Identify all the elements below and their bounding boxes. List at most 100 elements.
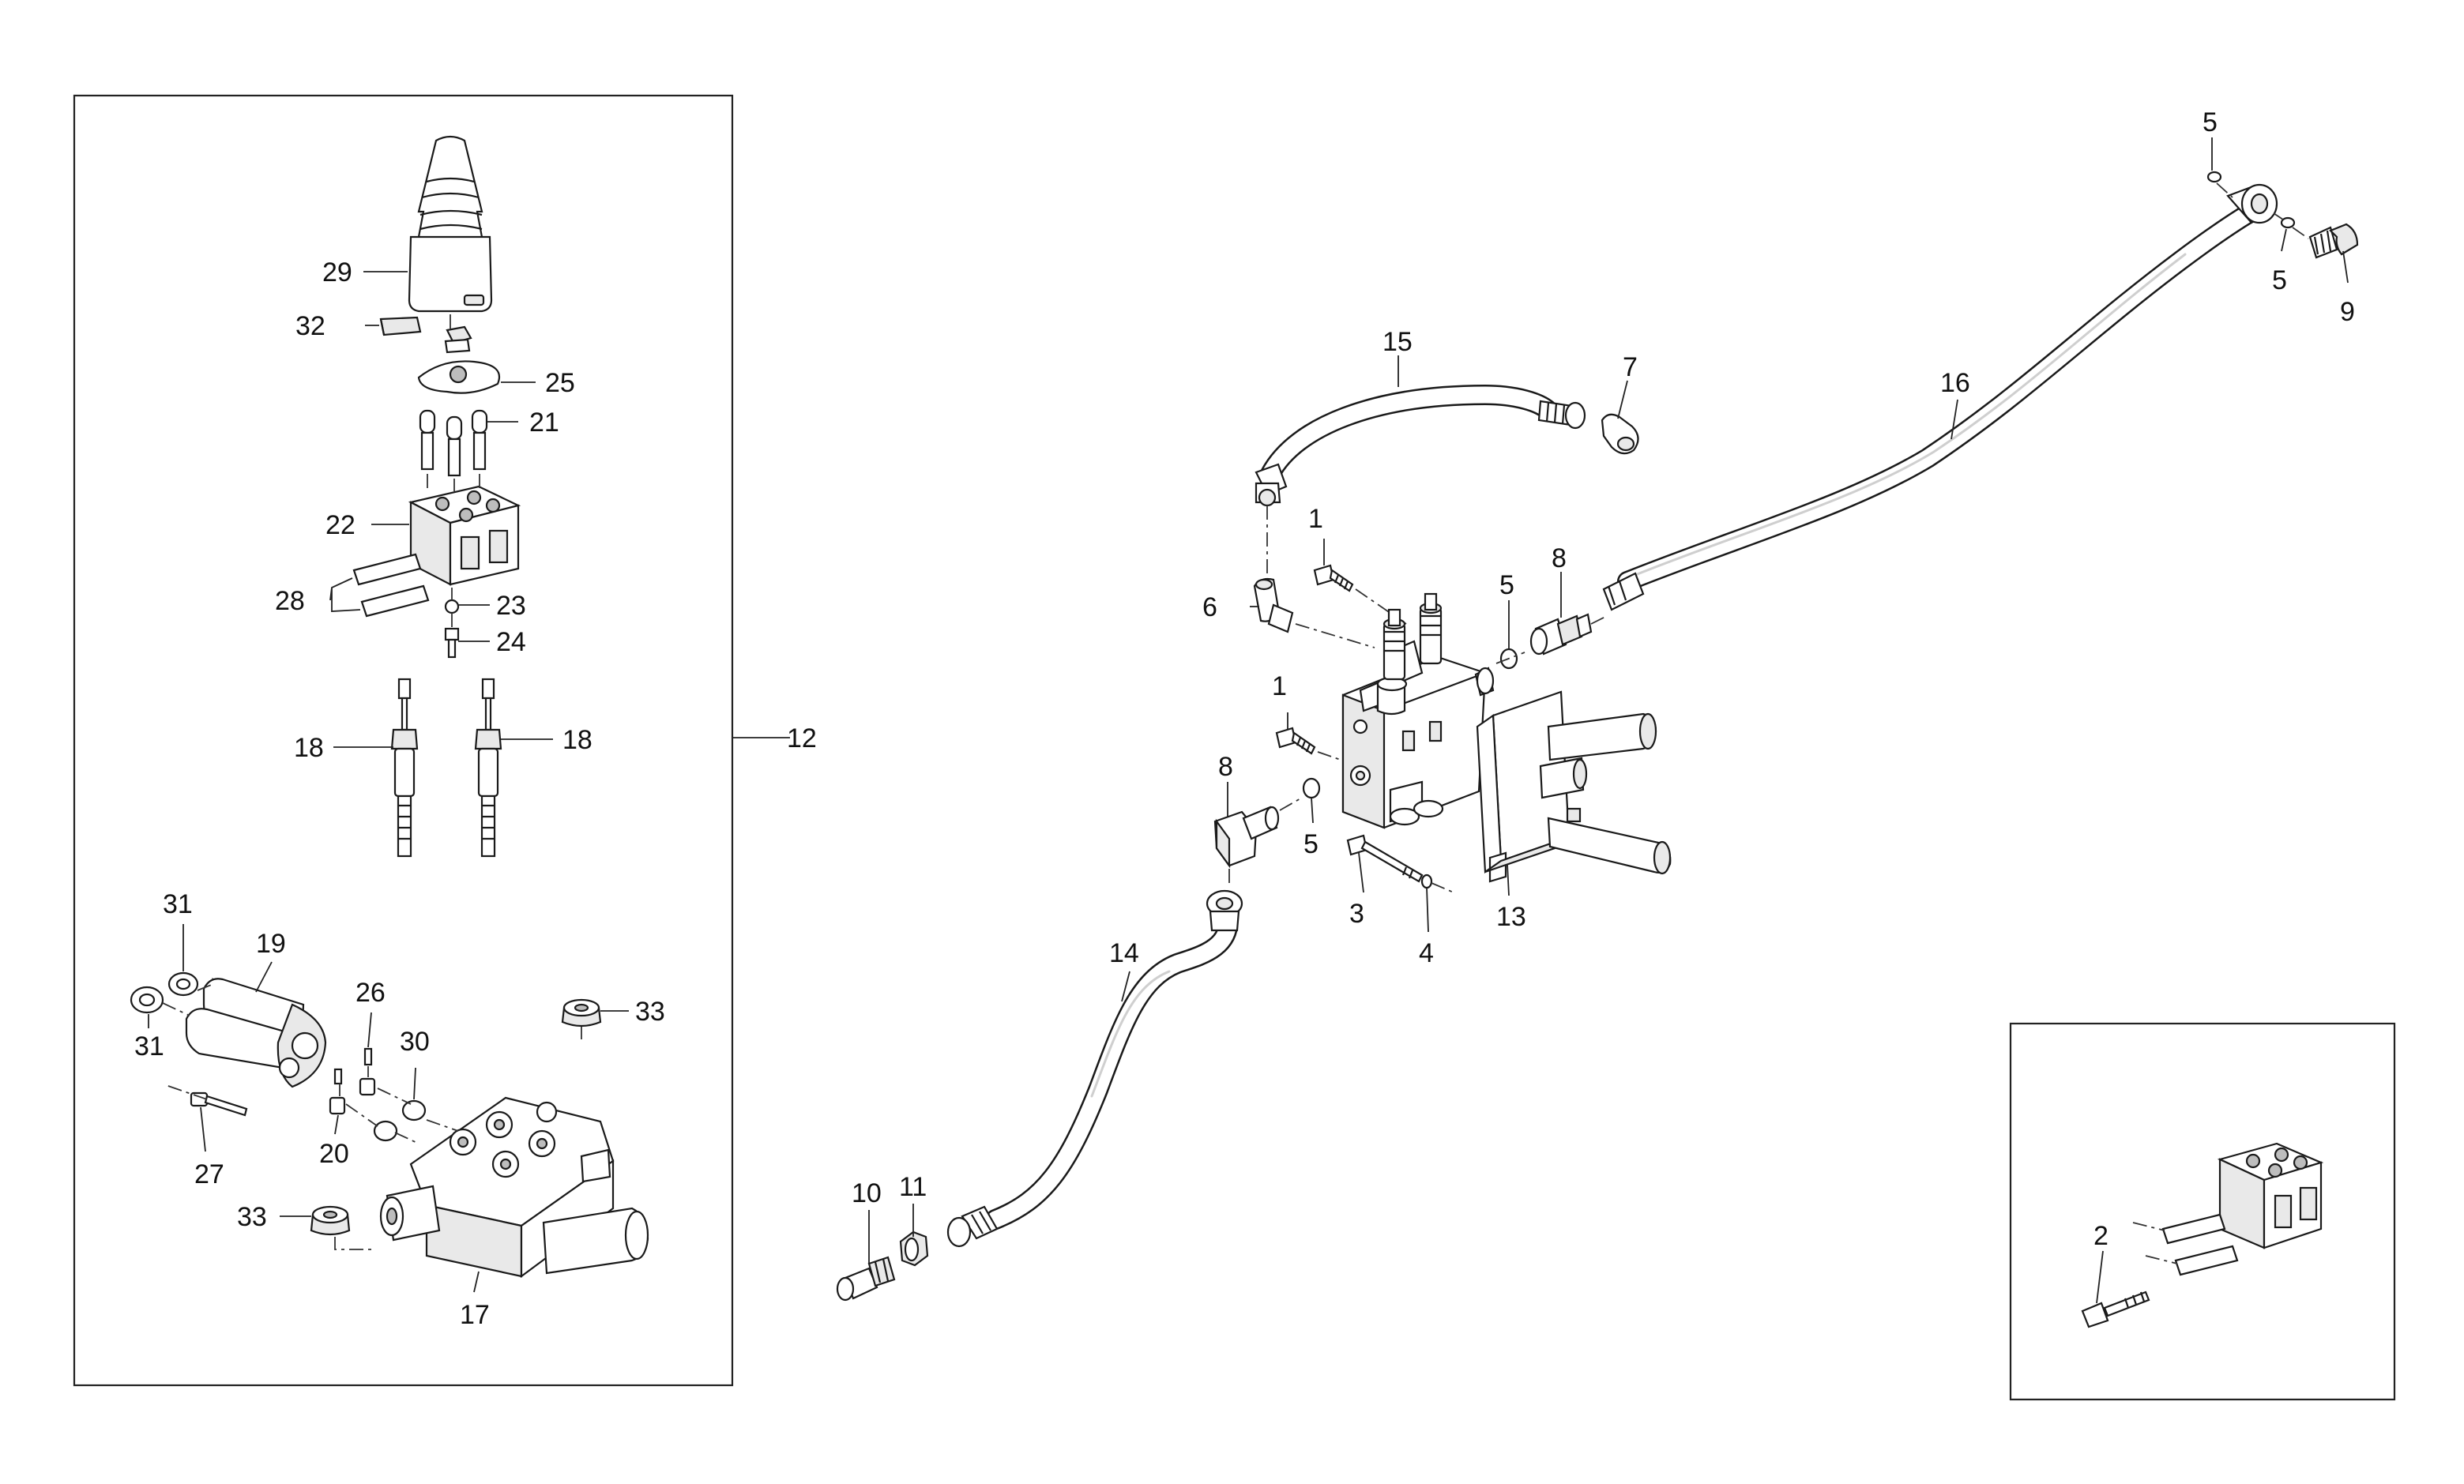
hydraulic-hose-15: [1260, 385, 1559, 484]
spool-left-icon: [390, 678, 419, 858]
guide-pins-inset-icon: [2161, 1213, 2239, 1276]
label-23: 23: [496, 591, 526, 621]
label-32: 32: [295, 311, 325, 341]
label-13: 13: [1496, 902, 1526, 932]
small-pin-icon: [363, 1047, 373, 1066]
label-21: 21: [529, 408, 559, 438]
hose-end-fitting-16-upper: [2226, 183, 2278, 224]
control-valve-icon: [1341, 640, 1495, 829]
label-11: 11: [899, 1172, 927, 1202]
guide-pins-icon: [352, 553, 430, 618]
adapter-fitting-8-upper-icon: [1529, 613, 1593, 656]
label-31-lower: 31: [134, 1031, 164, 1061]
assembly-axis-inset: [2132, 1222, 2178, 1264]
label-8-lower: 8: [1218, 752, 1233, 782]
label-1-upper: 1: [1308, 504, 1323, 534]
label-17: 17: [460, 1300, 490, 1330]
o-ring-30-upper-icon: [401, 1099, 427, 1121]
bolt-1-lower-icon: [1275, 727, 1316, 755]
washer-4-icon: [1420, 873, 1433, 889]
spool-caps-icon: [185, 978, 327, 1088]
o-ring-5-right-icon: [2280, 216, 2296, 229]
assembly-axis-9: [2216, 182, 2309, 239]
housing-block-inset-icon: [2217, 1142, 2324, 1249]
o-ring-30-lower-icon: [373, 1120, 398, 1142]
small-washer-icon: [444, 599, 460, 614]
label-28: 28: [275, 586, 305, 616]
label-2: 2: [2093, 1221, 2109, 1251]
label-18-left: 18: [294, 733, 324, 763]
label-24: 24: [496, 627, 526, 657]
label-20: 20: [319, 1139, 349, 1169]
inset-frame-item-2: [2009, 1022, 2396, 1401]
label-29: 29: [322, 257, 352, 287]
label-6: 6: [1202, 592, 1217, 622]
assembly-axis-8-lower: [1228, 797, 1303, 888]
hose-end-fitting-15-left: [1255, 463, 1288, 507]
hose-end-fitting-15-right: [1537, 400, 1586, 430]
assembly-axis-8-upper: [1495, 615, 1608, 664]
label-15: 15: [1382, 327, 1413, 357]
label-7: 7: [1623, 352, 1638, 382]
rubber-pad-icon: [379, 316, 422, 336]
o-ring-5-lower-icon: [1302, 777, 1321, 799]
label-4: 4: [1419, 938, 1434, 968]
label-8-upper: 8: [1552, 543, 1567, 573]
valve-spool-stems-icon: [1382, 592, 1443, 681]
leader-lines: [148, 137, 2349, 1304]
hydraulic-hose-16: [1617, 201, 2262, 592]
elbow-fitting-8-lower-icon: [1213, 806, 1280, 869]
label-10: 10: [852, 1178, 882, 1208]
cap-screw-icon: [444, 627, 460, 659]
hydraulic-hose-14: [985, 904, 1239, 1230]
rubber-plug-lower-icon: [310, 1205, 351, 1236]
adapter-fitting-9-icon: [2308, 223, 2359, 259]
plunger-pins-icon: [419, 409, 488, 477]
label-19: 19: [256, 929, 286, 959]
joystick-housing-icon: [408, 485, 521, 586]
bolt-1-upper-icon: [1313, 564, 1354, 592]
adapter-fitting-10-icon: [836, 1256, 896, 1302]
rubber-plug-upper-icon: [561, 998, 602, 1028]
long-bolt-3-icon: [1346, 834, 1424, 883]
hose-end-fitting-16-lower: [1602, 572, 1645, 611]
label-31-upper: 31: [163, 889, 193, 919]
label-33-lower: 33: [237, 1202, 267, 1232]
label-16: 16: [1940, 368, 1970, 398]
small-fitting-20-icon: [329, 1096, 346, 1115]
label-25: 25: [545, 368, 575, 398]
inset-frame-joystick-assembly: [73, 94, 734, 1387]
elbow-fitting-7-icon: [1601, 413, 1639, 455]
label-22: 22: [325, 510, 355, 540]
label-3: 3: [1349, 899, 1364, 929]
label-27: 27: [194, 1159, 224, 1189]
label-12: 12: [787, 723, 817, 753]
assembly-axis-joystick: [427, 314, 480, 627]
label-5-lower: 5: [1303, 829, 1319, 859]
label-5-upper: 5: [1499, 570, 1514, 600]
label-5-top: 5: [2203, 107, 2218, 137]
assembly-axis-1-upper: [1355, 588, 1407, 625]
small-pin-20-icon: [333, 1068, 343, 1085]
gaiter-boot-icon: [408, 135, 493, 313]
label-1-lower: 1: [1272, 671, 1287, 701]
label-30: 30: [400, 1027, 430, 1057]
mounting-bracket-icon: [1476, 690, 1672, 883]
pilot-valve-body-icon: [379, 1096, 649, 1279]
assembly-axis-3: [1431, 882, 1454, 893]
hose-end-fitting-14-upper: [1206, 889, 1243, 932]
cam-plate-icon: [417, 325, 500, 394]
label-18-right: 18: [562, 725, 592, 755]
spool-right-icon: [474, 678, 502, 858]
assembly-axis-valve: [162, 983, 582, 1250]
small-fitting-26-icon: [359, 1077, 376, 1096]
o-ring-5-top-icon: [2206, 171, 2222, 183]
elbow-fitting-6-icon: [1253, 577, 1294, 633]
callout-labels: 29 32 25 21 22 28 23 24 18 18 12 31 19 2…: [134, 107, 2355, 1330]
bolt-2-icon: [2081, 1291, 2150, 1328]
lock-nut-11-icon: [899, 1230, 929, 1267]
label-33-upper: 33: [635, 997, 665, 1027]
label-14: 14: [1109, 938, 1139, 968]
label-9: 9: [2340, 297, 2355, 327]
